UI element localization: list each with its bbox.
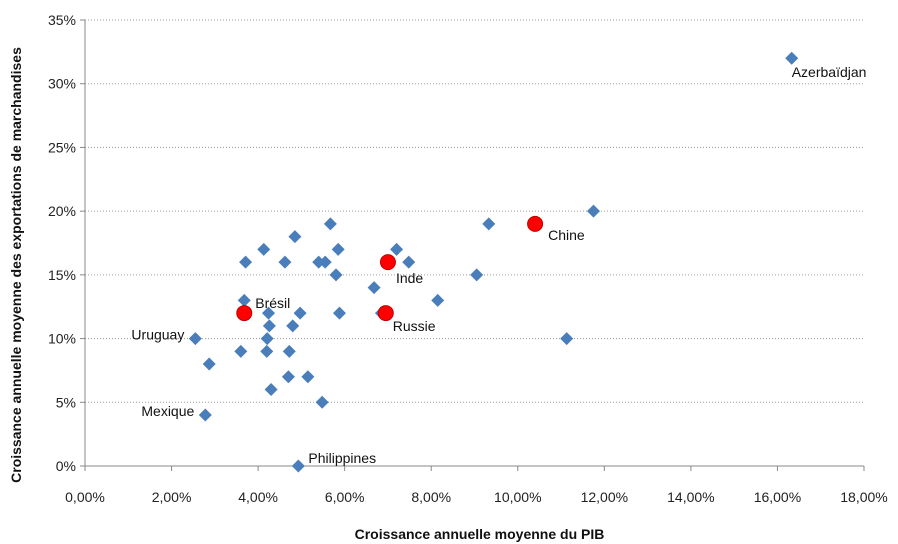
x-tick-label: 0,00% xyxy=(65,489,105,505)
data-point-diamond xyxy=(431,293,445,307)
point-label: Azerbaïdjan xyxy=(792,64,867,80)
data-point-diamond xyxy=(234,344,248,358)
highlight-points xyxy=(236,215,544,322)
y-tick-label: 5% xyxy=(56,394,76,410)
data-point-diamond xyxy=(785,51,799,65)
x-axis-title: Croissance annuelle moyenne du PIB xyxy=(355,526,605,542)
data-point-diamond xyxy=(367,281,381,295)
data-point-diamond xyxy=(282,344,296,358)
data-point-diamond xyxy=(288,230,302,244)
x-tick-label: 8,00% xyxy=(411,489,451,505)
data-points xyxy=(188,51,799,473)
data-point-diamond xyxy=(264,383,278,397)
data-point-diamond xyxy=(402,255,416,269)
data-point-diamond xyxy=(293,306,307,320)
y-tick-label: 35% xyxy=(48,12,76,28)
data-point-diamond xyxy=(470,268,484,282)
point-label: Philippines xyxy=(308,450,376,466)
point-label: Mexique xyxy=(141,403,194,419)
data-point-diamond xyxy=(318,255,332,269)
data-point-diamond xyxy=(239,255,253,269)
data-point-diamond xyxy=(332,306,346,320)
x-tick-label: 4,00% xyxy=(238,489,278,505)
data-point-diamond xyxy=(301,370,315,384)
data-point-diamond xyxy=(291,459,305,473)
data-point-diamond xyxy=(262,319,276,333)
y-tick-label: 20% xyxy=(48,203,76,219)
data-point-diamond xyxy=(260,332,274,346)
highlight-point xyxy=(379,254,396,271)
x-tick-label: 2,00% xyxy=(152,489,192,505)
data-point-diamond xyxy=(198,408,212,422)
data-point-diamond xyxy=(323,217,337,231)
y-tick-label: 10% xyxy=(48,331,76,347)
x-tick-label: 12,00% xyxy=(581,489,628,505)
data-point-diamond xyxy=(257,242,271,256)
highlight-point xyxy=(236,305,253,322)
highlight-point xyxy=(527,215,544,232)
point-label: Inde xyxy=(396,270,423,286)
point-label: Chine xyxy=(548,227,585,243)
data-point-diamond xyxy=(587,204,601,218)
y-axis-title: Croissance annuelle moyenne des exportat… xyxy=(8,47,24,483)
data-point-diamond xyxy=(329,268,343,282)
x-tick-label: 18,00% xyxy=(840,489,887,505)
axes xyxy=(80,19,865,471)
data-point-diamond xyxy=(482,217,496,231)
y-tick-label: 30% xyxy=(48,76,76,92)
y-tick-label: 0% xyxy=(56,458,76,474)
y-tick-label: 15% xyxy=(48,267,76,283)
y-tick-label: 25% xyxy=(48,139,76,155)
grid-lines xyxy=(85,19,864,403)
point-label: Uruguay xyxy=(131,327,184,343)
data-point-diamond xyxy=(261,306,275,320)
data-point-diamond xyxy=(315,395,329,409)
point-label: Russie xyxy=(393,318,436,334)
data-point-diamond xyxy=(286,319,300,333)
x-tick-label: 10,00% xyxy=(494,489,541,505)
x-tick-label: 14,00% xyxy=(667,489,714,505)
x-tick-label: 16,00% xyxy=(754,489,801,505)
x-tick-label: 6,00% xyxy=(325,489,365,505)
data-point-diamond xyxy=(188,332,202,346)
point-labels: Azerbaïdjan Chine Inde Russie Brésil Uruguay M… xyxy=(131,64,866,466)
data-point-diamond xyxy=(278,255,292,269)
data-point-diamond xyxy=(237,293,251,307)
data-point-diamond xyxy=(560,332,574,346)
point-label: Brésil xyxy=(255,295,290,311)
data-point-diamond xyxy=(331,242,345,256)
data-point-diamond xyxy=(260,344,274,358)
highlight-point xyxy=(377,305,394,322)
y-tick-labels: 0% 5% 10% 15% 20% 25% 30% 35% xyxy=(48,12,76,474)
data-point-diamond xyxy=(202,357,216,371)
data-point-diamond xyxy=(390,242,404,256)
data-point-diamond xyxy=(281,370,295,384)
x-tick-labels: 0,00% 2,00% 4,00% 6,00% 8,00% 10,00% 12,00% 14,… xyxy=(65,489,888,505)
